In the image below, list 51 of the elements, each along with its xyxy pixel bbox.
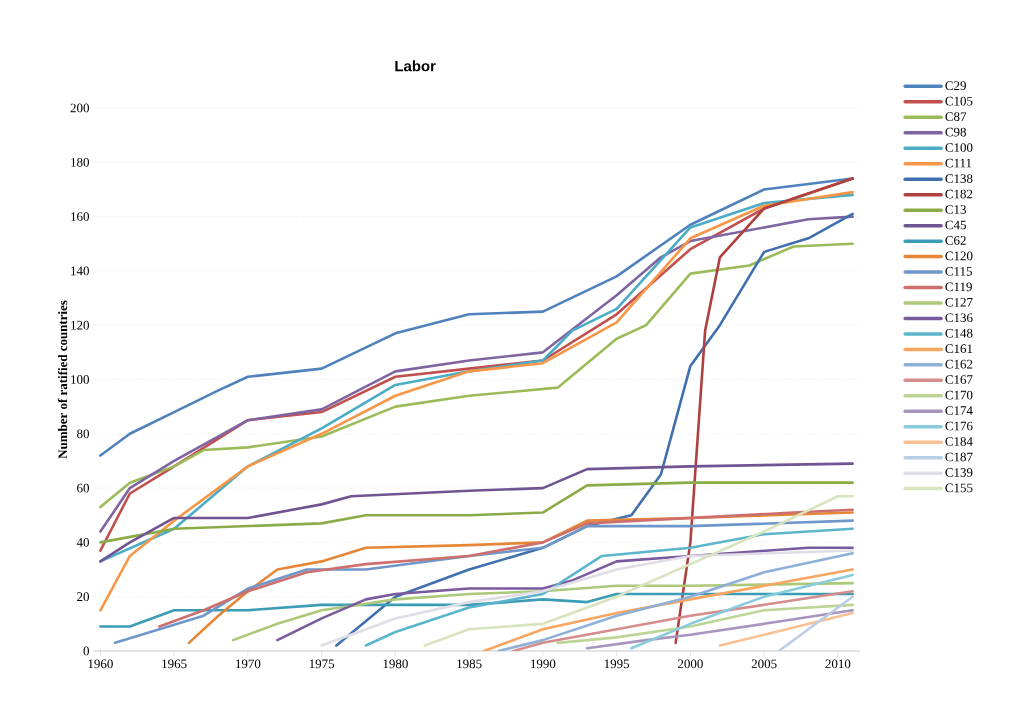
legend-label: C155 <box>945 483 973 493</box>
legend-label: C167 <box>945 375 973 384</box>
x-tick-label: 1960 <box>88 659 113 669</box>
x-tick-label: 1985 <box>457 659 482 669</box>
legend-label: C139 <box>945 468 973 477</box>
legend-label: C45 <box>945 220 966 230</box>
legend-label: C100 <box>945 143 973 152</box>
legend-label: C174 <box>945 406 973 415</box>
legend-label: C98 <box>945 127 966 137</box>
legend-label: C182 <box>945 189 973 199</box>
legend-label: C119 <box>945 282 972 292</box>
chart-title: Labor <box>395 60 436 72</box>
legend-label: C111 <box>945 158 972 168</box>
legend-label: C162 <box>945 359 973 369</box>
legend-label: C170 <box>945 390 973 400</box>
x-tick-label: 2010 <box>825 659 851 669</box>
x-tick-label: 1970 <box>236 659 261 669</box>
x-tick-label: 1965 <box>162 659 187 669</box>
y-tick-label: 80 <box>77 429 89 439</box>
y-axis-title: Number of ratified countries <box>57 300 68 459</box>
x-tick-label: 2005 <box>751 659 777 669</box>
y-tick-label: 60 <box>77 483 89 493</box>
legend-label: C62 <box>945 236 966 245</box>
y-tick-label: 20 <box>77 592 89 602</box>
legend-label: C29 <box>945 81 966 91</box>
x-tick-label: 1990 <box>531 659 556 669</box>
legend-label: C127 <box>945 297 973 307</box>
x-tick-label: 1980 <box>383 659 408 669</box>
y-tick-label: 120 <box>71 320 89 330</box>
legend-label: C87 <box>945 112 967 121</box>
y-tick-label: 100 <box>71 375 89 384</box>
legend-label: C184 <box>945 437 973 446</box>
x-tick-label: 1975 <box>309 659 335 669</box>
y-tick-label: 0 <box>83 646 89 656</box>
y-tick-label: 180 <box>71 157 89 167</box>
x-tick-label: 2000 <box>678 659 703 669</box>
y-tick-label: 40 <box>76 538 89 547</box>
legend-label: C136 <box>945 313 973 323</box>
legend-label: C187 <box>945 452 973 462</box>
y-tick-label: 200 <box>70 103 89 113</box>
legend-label: C13 <box>945 205 966 214</box>
legend-label: C105 <box>945 96 973 106</box>
legend-label: C120 <box>945 251 973 261</box>
legend-label: C176 <box>945 421 973 431</box>
y-tick-label: 160 <box>71 212 89 221</box>
legend-label: C138 <box>945 174 973 183</box>
x-tick-label: 1995 <box>604 659 630 669</box>
y-tick-label: 140 <box>71 266 89 276</box>
legend-label: C148 <box>945 328 973 338</box>
legend-label: C161 <box>945 344 973 354</box>
legend-label: C115 <box>945 267 972 276</box>
